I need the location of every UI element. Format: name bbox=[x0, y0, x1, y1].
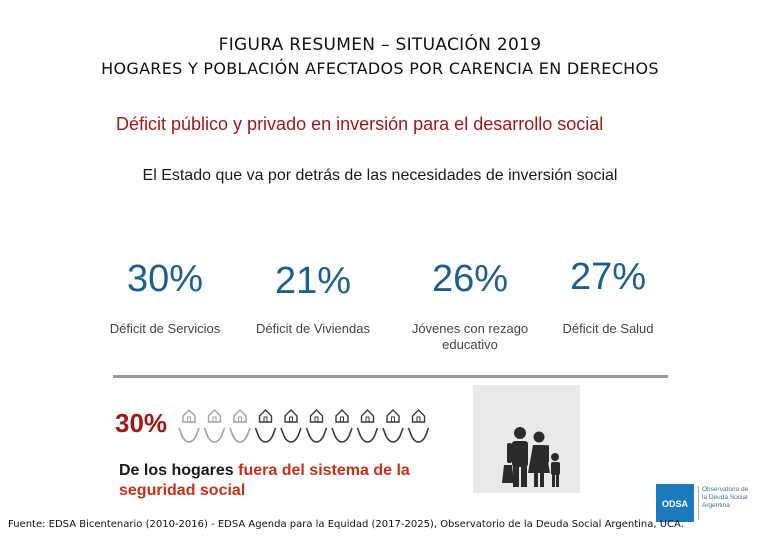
section-heading: Déficit público y privado en inversión p… bbox=[116, 114, 604, 134]
figure-title: FIGURA RESUMEN – SITUACIÓN 2019 bbox=[218, 35, 542, 55]
home-in-hand-icon bbox=[407, 409, 430, 443]
family-child-head bbox=[551, 453, 559, 461]
stat-label: Déficit de Salud bbox=[562, 321, 654, 336]
stat-salud: 27% Déficit de Salud bbox=[548, 256, 668, 337]
stat-label: Jóvenes con rezago educativo bbox=[411, 321, 529, 352]
home-in-hand-icon-highlighted bbox=[203, 409, 226, 443]
stat-value: 26% bbox=[431, 258, 509, 300]
home-in-hand-icon bbox=[254, 409, 277, 443]
logo-mark: ODSA bbox=[662, 499, 689, 509]
homes-icon-row bbox=[176, 400, 436, 450]
stat-label: Déficit de Servicios bbox=[109, 321, 221, 336]
stat-viviendas: 21% Déficit de Viviendas bbox=[253, 260, 373, 337]
figure-subtitle: HOGARES Y POBLACIÓN AFECTADOS POR CARENC… bbox=[101, 59, 659, 78]
home-in-hand-icon bbox=[305, 409, 328, 443]
homes-percentage: 30% bbox=[115, 408, 168, 438]
homes-text-prefix: De los hogares bbox=[119, 462, 239, 479]
family-mother-head bbox=[533, 431, 545, 443]
homes-description: De los hogares fuera del sistema de la s… bbox=[119, 461, 469, 501]
home-in-hand-icon-highlighted bbox=[178, 409, 200, 443]
stat-label: Déficit de Viviendas bbox=[256, 321, 370, 336]
family-illustration bbox=[473, 385, 580, 493]
home-in-hand-icon bbox=[331, 409, 353, 443]
family-father-head bbox=[514, 427, 526, 439]
stat-value: 27% bbox=[569, 256, 647, 298]
stat-educacion: 26% Jóvenes con rezago educativo bbox=[400, 258, 540, 353]
divider bbox=[113, 375, 668, 378]
section-subheading: El Estado que va por detrás de las neces… bbox=[142, 167, 618, 184]
home-in-hand-icon bbox=[280, 409, 302, 443]
family-father-body bbox=[512, 441, 528, 467]
logo-name: Observatorio de la Deuda Social Argentin… bbox=[702, 486, 749, 509]
odsa-logo: ODSA Observatorio de la Deuda Social Arg… bbox=[656, 484, 756, 522]
stat-value: 21% bbox=[274, 260, 352, 302]
stat-servicios: 30% Déficit de Servicios bbox=[105, 258, 225, 337]
home-in-hand-icon bbox=[356, 409, 379, 443]
home-in-hand-icon bbox=[382, 409, 404, 443]
homes-text-highlight: fuera del sistema de la seguridad social bbox=[119, 462, 410, 499]
home-in-hand-icon-highlighted bbox=[229, 409, 251, 443]
bag-icon bbox=[502, 465, 514, 483]
stat-value: 30% bbox=[126, 258, 204, 300]
source-note: Fuente: EDSA Bicentenario (2010-2016) - … bbox=[8, 519, 684, 530]
